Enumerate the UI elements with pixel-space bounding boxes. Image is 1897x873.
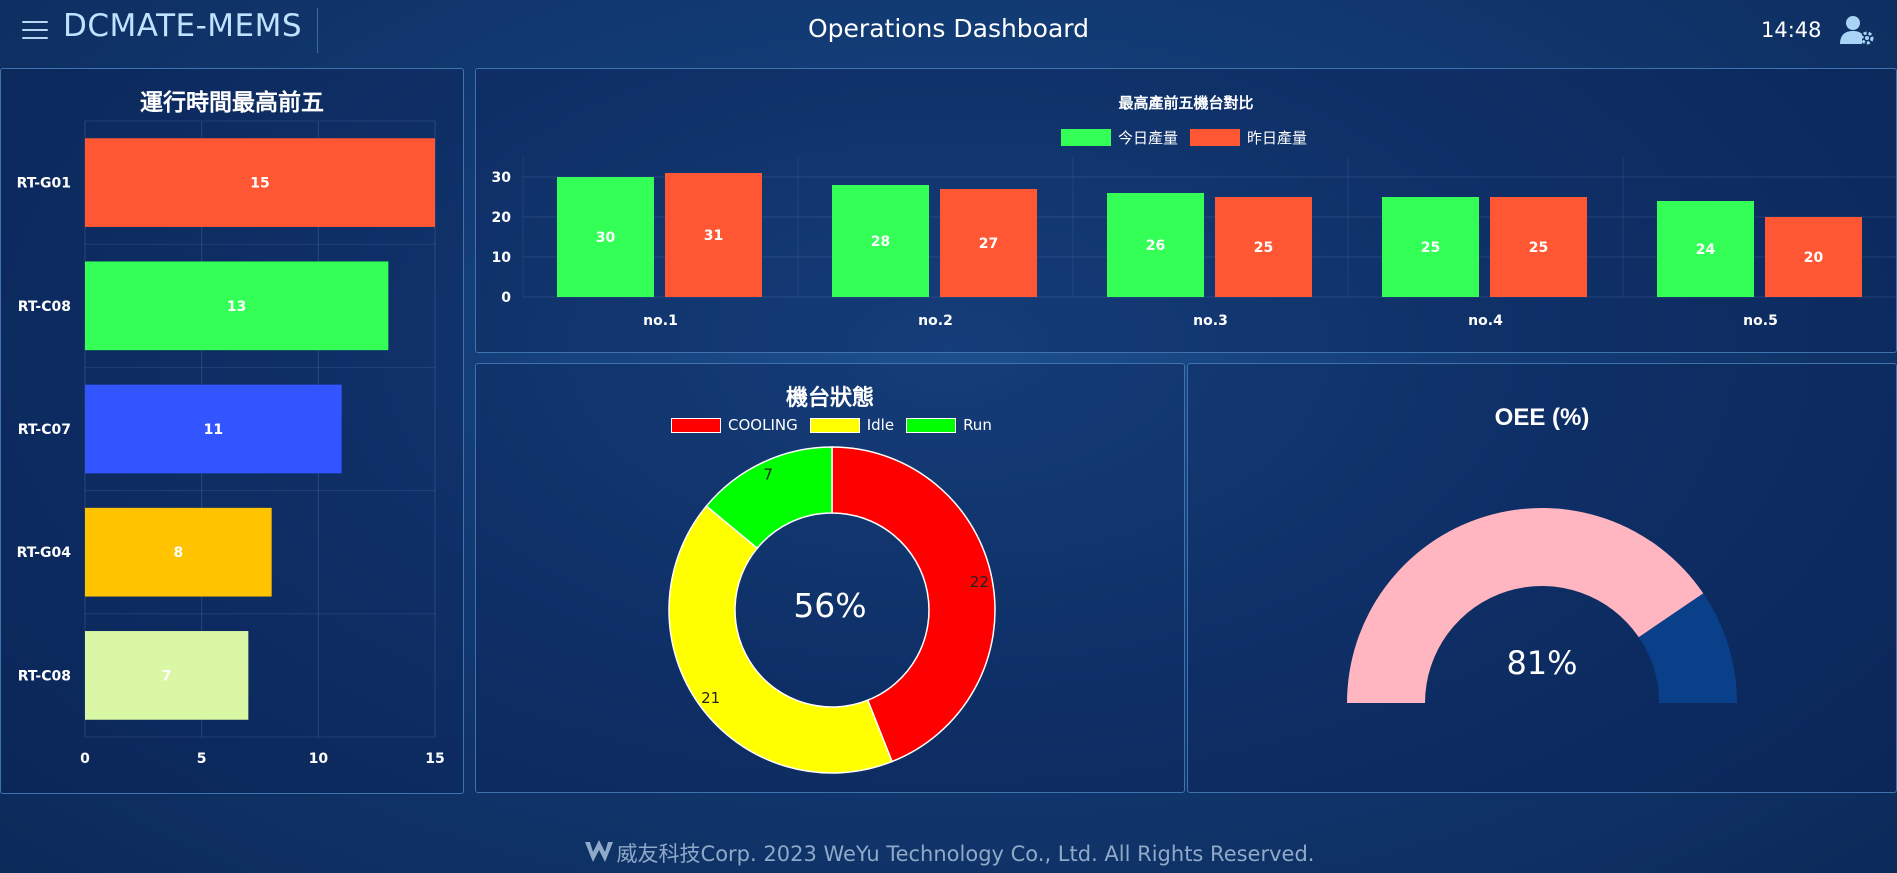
bar-no3-today bbox=[1107, 193, 1204, 297]
menu-icon[interactable] bbox=[22, 18, 48, 42]
oee-chart-title: OEE (%) bbox=[1494, 404, 1590, 431]
donut-value-label: 22 bbox=[970, 573, 989, 591]
legend-swatch-yesterday bbox=[1190, 129, 1241, 146]
bar-value-label: 31 bbox=[704, 228, 723, 244]
bar-no4-yesterday bbox=[1490, 197, 1587, 297]
donut-value-label: 7 bbox=[763, 465, 773, 483]
legend-item-run[interactable]: Run bbox=[906, 416, 992, 434]
legend-swatch-cooling bbox=[671, 417, 721, 433]
output-comparison-panel: 最高產前五機台對比 今日產量 昨日產量 0 10 20 30 30 31 no.1 28 27 n… bbox=[475, 68, 1897, 353]
bar-rt-g01 bbox=[85, 138, 435, 227]
bar-value-label: 15 bbox=[250, 176, 269, 192]
legend-label-cooling: COOLING bbox=[728, 416, 798, 434]
donut-slice-run bbox=[705, 446, 833, 550]
bar-rt-c07 bbox=[85, 384, 342, 474]
legend-swatch-idle bbox=[809, 417, 860, 433]
x-tick-label: 10 bbox=[309, 751, 329, 767]
output-bar-chart: 0 10 20 30 30 31 no.1 28 27 no.2 26 25 no.3 25 25 no.4 2… bbox=[492, 157, 1896, 329]
y-tick-label: RT-C08 bbox=[18, 668, 71, 684]
status-chart-legend: COOLING Idle Run bbox=[671, 416, 1004, 434]
y-tick-label: RT-G04 bbox=[17, 545, 72, 561]
donut-slice-idle bbox=[668, 505, 893, 774]
legend-swatch-today bbox=[1061, 129, 1111, 146]
runtime-bar-chart: 0 5 10 15 15 RT-G01 13 RT-C08 11 RT-C07 8 RT-G04 7 RT… bbox=[17, 120, 445, 767]
gauge-arc-remainder bbox=[1638, 593, 1737, 703]
bar-value-label: 25 bbox=[1254, 240, 1273, 256]
bar-value-label: 27 bbox=[979, 236, 998, 252]
y-tick-label: RT-G01 bbox=[17, 176, 71, 192]
legend-item-idle[interactable]: Idle bbox=[809, 416, 895, 434]
bar-no3-yesterday bbox=[1215, 197, 1312, 297]
x-tick-label: no.5 bbox=[1743, 313, 1778, 329]
x-tick-label: 15 bbox=[425, 751, 444, 767]
bar-value-label: 11 bbox=[204, 422, 223, 438]
page-title: Operations Dashboard bbox=[807, 14, 1090, 43]
donut-value-label: 21 bbox=[701, 689, 720, 707]
oee-panel: OEE (%) 81% bbox=[1187, 363, 1897, 793]
y-tick-label: 20 bbox=[492, 210, 512, 226]
x-tick-label: no.3 bbox=[1193, 313, 1228, 329]
bar-no5-yesterday bbox=[1765, 217, 1862, 297]
x-tick-label: 0 bbox=[80, 751, 90, 767]
x-tick-label: no.1 bbox=[643, 313, 678, 329]
bar-rt-c08 bbox=[85, 261, 389, 351]
legend-label-run: Run bbox=[963, 416, 992, 434]
bar-no1-today bbox=[557, 177, 654, 297]
bar-value-label: 25 bbox=[1529, 240, 1548, 256]
footer-copyright: Corp. 2023 WeYu Technology Co., Ltd. All… bbox=[700, 842, 1315, 866]
oee-gauge-chart bbox=[1347, 508, 1737, 703]
status-chart-title: 機台狀態 bbox=[785, 386, 874, 411]
footer: 威友科技Corp. 2023 WeYu Technology Co., Ltd.… bbox=[0, 838, 1897, 868]
user-settings-icon[interactable] bbox=[1840, 14, 1874, 46]
weyu-logo-icon bbox=[584, 840, 613, 862]
status-donut-chart: 22 21 7 bbox=[668, 446, 996, 774]
legend-item-cooling[interactable]: COOLING bbox=[671, 416, 798, 434]
output-chart-legend: 今日產量 昨日產量 bbox=[1061, 127, 1319, 148]
bar-value-label: 7 bbox=[162, 668, 172, 684]
status-center-value: 56% bbox=[793, 586, 867, 625]
bar-no1-yesterday bbox=[665, 173, 762, 297]
runtime-chart-title: 運行時間最高前五 bbox=[140, 90, 324, 116]
footer-brand: 威友科技 bbox=[616, 842, 701, 866]
bar-no2-yesterday bbox=[940, 189, 1037, 297]
bar-no2-today bbox=[832, 185, 929, 297]
legend-label-yesterday: 昨日產量 bbox=[1247, 129, 1308, 147]
y-tick-label: RT-C07 bbox=[18, 422, 71, 438]
bar-value-label: 25 bbox=[1421, 240, 1440, 256]
y-tick-label: 0 bbox=[501, 290, 511, 306]
clock: 14:48 bbox=[1761, 18, 1822, 42]
legend-swatch-run bbox=[906, 417, 957, 433]
top-bar: DCMATE-MEMS Operations Dashboard 14:48 bbox=[0, 0, 1897, 62]
brand-name[interactable]: DCMATE-MEMS bbox=[63, 8, 303, 44]
x-tick-label: 5 bbox=[197, 751, 207, 767]
bar-value-label: 13 bbox=[227, 299, 246, 315]
x-tick-label: no.2 bbox=[918, 313, 953, 329]
bar-no5-today bbox=[1657, 201, 1754, 297]
bar-value-label: 30 bbox=[596, 230, 616, 246]
oee-center-value: 81% bbox=[1506, 644, 1578, 682]
bar-rt-c08 bbox=[85, 631, 249, 720]
legend-label-today: 今日產量 bbox=[1118, 129, 1179, 147]
machine-status-panel: 機台狀態 COOLING Idle Run 22 21 7 56% bbox=[475, 363, 1185, 793]
y-tick-label: 30 bbox=[492, 170, 512, 186]
legend-item-today[interactable]: 今日產量 bbox=[1061, 127, 1178, 148]
x-tick-label: no.4 bbox=[1468, 313, 1503, 329]
bar-rt-g04 bbox=[85, 507, 272, 597]
y-tick-label: RT-C08 bbox=[18, 299, 71, 315]
bar-value-label: 20 bbox=[1804, 250, 1824, 266]
bar-value-label: 24 bbox=[1696, 242, 1716, 258]
gauge-arc-value bbox=[1347, 508, 1704, 703]
bar-value-label: 28 bbox=[871, 234, 890, 250]
bar-no4-today bbox=[1382, 197, 1479, 297]
brand-divider bbox=[317, 8, 318, 53]
legend-item-yesterday[interactable]: 昨日產量 bbox=[1190, 127, 1307, 148]
legend-label-idle: Idle bbox=[866, 416, 895, 434]
y-tick-label: 10 bbox=[492, 250, 512, 266]
output-chart-title: 最高產前五機台對比 bbox=[1118, 94, 1254, 112]
donut-slice-cooling bbox=[831, 446, 996, 763]
runtime-top5-panel: 運行時間最高前五 0 5 10 15 15 RT-G01 13 RT-C08 11 RT-C07 8… bbox=[0, 68, 464, 794]
bar-value-label: 26 bbox=[1146, 238, 1165, 254]
bar-value-label: 8 bbox=[173, 545, 183, 561]
